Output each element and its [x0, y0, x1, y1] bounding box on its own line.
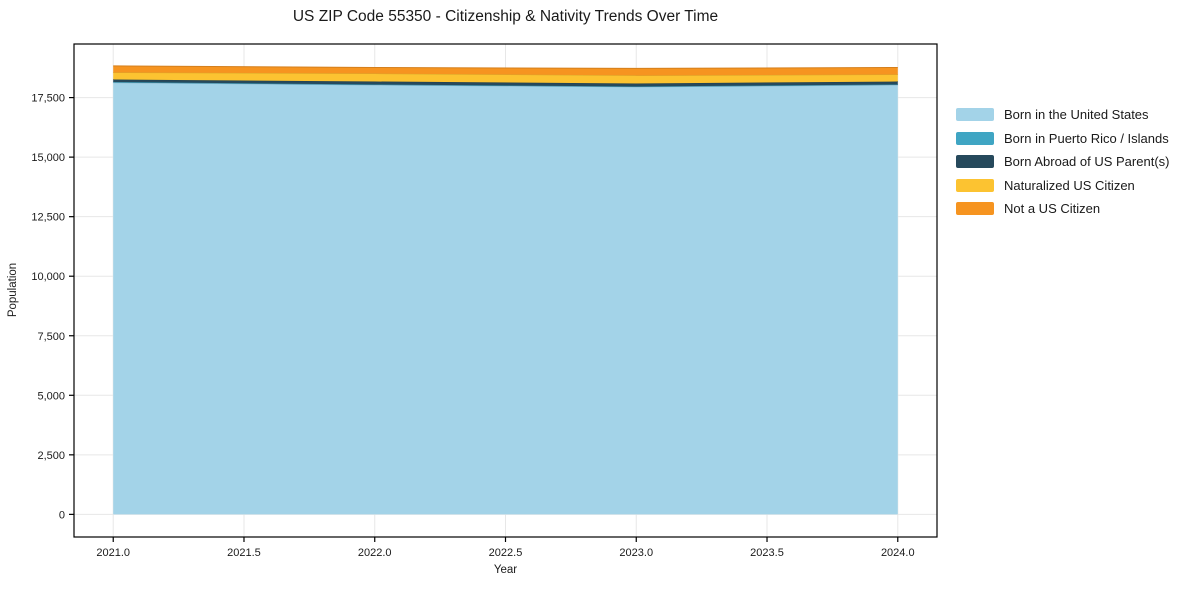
- y-tick-label: 17,500: [31, 93, 65, 105]
- legend-swatch-born-in-the-united-states: [956, 108, 994, 121]
- legend-swatch-born-in-puerto-rico-islands: [956, 131, 994, 145]
- area-born-in-the-united-states: [113, 82, 898, 515]
- x-tick-label: 2024.0: [881, 547, 915, 559]
- y-tick-label: 12,500: [31, 212, 65, 224]
- x-tick-label: 2023.0: [619, 547, 653, 559]
- y-tick-label: 5,000: [37, 390, 65, 402]
- chart-legend: Born in the United States Born in Puerto …: [956, 107, 1170, 226]
- legend-label: Born Abroad of US Parent(s): [1004, 154, 1170, 169]
- x-axis-label: Year: [493, 564, 518, 576]
- y-tick-label: 0: [59, 509, 65, 521]
- x-tick-label: 2021.5: [227, 547, 261, 559]
- x-tick-label: 2022.5: [489, 547, 523, 559]
- legend-swatch-born-abroad-of-us-parent-s: [956, 155, 994, 168]
- chart-title: US ZIP Code 55350 - Citizenship & Nativi…: [292, 8, 719, 25]
- legend-label: Not a US Citizen: [1004, 201, 1101, 216]
- y-tick-label: 2,500: [37, 450, 65, 462]
- legend-label: Naturalized US Citizen: [1004, 177, 1135, 193]
- y-axis-label: Population: [7, 262, 19, 318]
- legend-item-naturalized-us-citizen: Naturalized US Citizen: [956, 177, 1169, 193]
- area-edge-not-a-us-citizen: [113, 65, 898, 69]
- x-tick-label: 2022.0: [358, 547, 392, 559]
- legend-label: Born in the United States: [1004, 107, 1149, 122]
- legend-label: Born in Puerto Rico / Islands: [1004, 130, 1169, 146]
- legend-swatch-not-a-us-citizen: [956, 202, 994, 215]
- y-tick-label: 15,000: [31, 152, 65, 164]
- legend-item-born-in-the-united-states: Born in the United States: [956, 107, 1169, 122]
- x-tick-label: 2023.5: [750, 547, 784, 559]
- y-tick-label: 7,500: [37, 331, 65, 343]
- x-tick-label: 2021.0: [96, 547, 130, 559]
- legend-item-born-in-puerto-rico-islands: Born in Puerto Rico / Islands: [956, 130, 1169, 146]
- y-tick-label: 10,000: [31, 271, 65, 283]
- legend-item-born-abroad-of-us-parent-s: Born Abroad of US Parent(s): [956, 154, 1170, 169]
- legend-item-not-a-us-citizen: Not a US Citizen: [956, 201, 1169, 216]
- legend-swatch-naturalized-us-citizen: [956, 178, 994, 192]
